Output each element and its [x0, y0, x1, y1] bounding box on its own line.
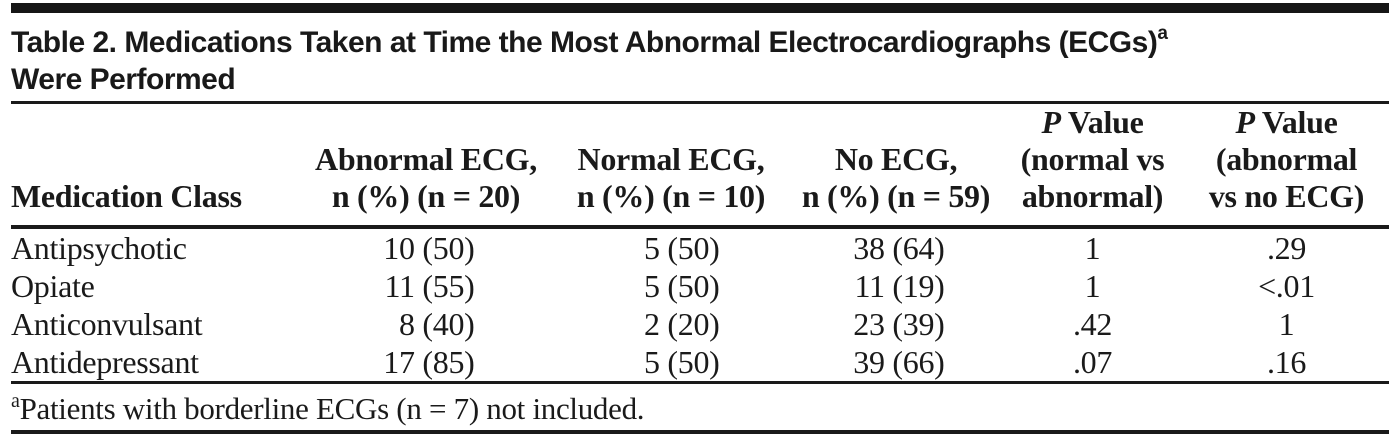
top-rule-bar — [11, 3, 1389, 13]
table-title: Table 2. Medications Taken at Time the M… — [11, 24, 1388, 98]
cell-medication-class: Opiate — [11, 267, 95, 304]
header-abnormal-ecg: Abnormal ECG, n (%) (n = 20) — [301, 104, 551, 229]
cell-abnormal-ecg: 10 (50) — [383, 229, 475, 266]
table-row-anticonvulsant: Anticonvulsant 8 (40) 2 (20) 23 (39) .42… — [11, 305, 1389, 343]
table-title-text: Table 2. Medications Taken at Time the M… — [11, 26, 1158, 59]
cell-pvalue-normal-vs-abnormal: .07 — [1001, 343, 1184, 384]
cell-pvalue-normal-vs-abnormal: .42 — [1072, 305, 1113, 342]
cell-pvalue-normal-vs-abnormal: 1 — [1084, 267, 1101, 304]
footnote-text: Patients with borderline ECGs (n = 7) no… — [19, 391, 645, 426]
header-row: Medication Class Abnormal ECG, n (%) (n … — [11, 104, 1389, 229]
cell-pvalue-normal-vs-abnormal: 1 — [1084, 229, 1101, 266]
table-title-line2: Were Performed — [11, 63, 236, 96]
cell-pvalue-abnormal-vs-no-ecg: <.01 — [1258, 267, 1315, 304]
cell-pvalue-abnormal-vs-no-ecg: .16 — [1184, 343, 1389, 384]
header-medication-class: Medication Class — [11, 104, 301, 229]
table-row-antidepressant: Antidepressant 17 (85) 5 (50) 39 (66) .0… — [11, 343, 1389, 384]
cell-pvalue-abnormal-vs-no-ecg: 1 — [1278, 305, 1295, 342]
cell-normal-ecg: 5 (50) — [643, 229, 720, 266]
footnote-marker: a — [11, 389, 20, 412]
header-no-ecg: No ECG, n (%) (n = 59) — [791, 104, 1001, 229]
table-row-opiate: Opiate 11 (55) 5 (50) 11 (19) 1 <.01 — [11, 267, 1389, 305]
medications-table: Medication Class Abnormal ECG, n (%) (n … — [11, 104, 1389, 384]
cell-normal-ecg: 5 (50) — [551, 343, 791, 384]
cell-no-ecg: 11 (19) — [854, 267, 945, 304]
table-body: Antipsychotic 10 (50) 5 (50) 38 (64) 1 .… — [11, 227, 1389, 384]
cell-no-ecg: 38 (64) — [853, 229, 945, 266]
table-row-antipsychotic: Antipsychotic 10 (50) 5 (50) 38 (64) 1 .… — [11, 227, 1389, 267]
cell-no-ecg: 39 (66) — [791, 343, 1001, 384]
header-normal-ecg: Normal ECG, n (%) (n = 10) — [551, 104, 791, 229]
cell-medication-class: Anticonvulsant — [11, 305, 203, 342]
cell-medication-class: Antidepressant — [11, 343, 301, 384]
header-pvalue-normal-vs-abnormal: P Value (normal vs abnormal) — [1001, 104, 1184, 229]
cell-no-ecg: 23 (39) — [853, 305, 945, 342]
cell-medication-class: Antipsychotic — [11, 229, 187, 266]
cell-normal-ecg: 2 (20) — [643, 305, 720, 342]
cell-normal-ecg: 5 (50) — [643, 267, 720, 304]
title-divider-rule — [11, 101, 1389, 104]
table-footnote: aPatients with borderline ECGs (n = 7) n… — [11, 384, 1389, 426]
title-footnote-marker: a — [1157, 23, 1168, 44]
header-pvalue-abnormal-vs-no-ecg: P Value (abnormal vs no ECG) — [1184, 104, 1389, 229]
table-header: Medication Class Abnormal ECG, n (%) (n … — [11, 104, 1389, 229]
bottom-rule — [11, 430, 1389, 434]
cell-abnormal-ecg: 11 (55) — [384, 267, 475, 304]
cell-abnormal-ecg: 17 (85) — [301, 343, 551, 384]
cell-abnormal-ecg: 8 (40) — [398, 305, 475, 342]
cell-pvalue-abnormal-vs-no-ecg: .29 — [1266, 229, 1307, 266]
table-title-line1: Table 2. Medications Taken at Time the M… — [11, 24, 1388, 61]
